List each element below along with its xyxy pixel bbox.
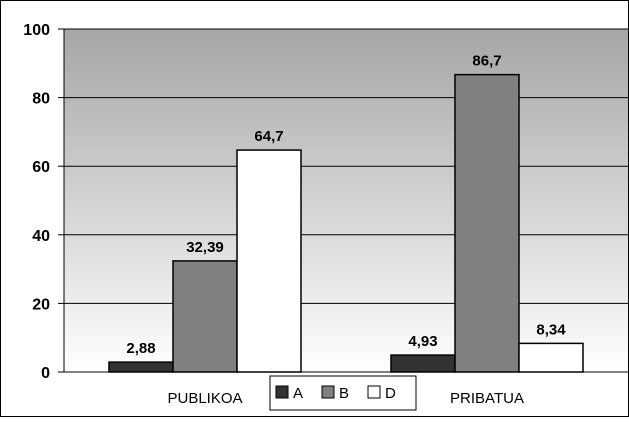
- legend-label-d: D: [385, 385, 396, 402]
- data-label: 2,88: [126, 340, 155, 357]
- legend-swatch-b: [321, 385, 335, 399]
- legend: A B D: [269, 375, 417, 411]
- y-tick-label: 100: [23, 22, 50, 39]
- bar-b-publikoa: [172, 260, 238, 373]
- legend-swatch-a: [275, 385, 289, 399]
- bar-d-publikoa: [236, 149, 302, 373]
- gridlines: [64, 28, 628, 304]
- y-tick-label: 0: [41, 365, 50, 382]
- data-label: 8,34: [536, 321, 566, 338]
- y-tick-label: 40: [32, 228, 50, 245]
- data-label: 32,39: [186, 239, 224, 256]
- bars: [108, 73, 584, 373]
- data-labels: 2,88 32,39 64,7 4,93 86,7 8,34: [126, 53, 566, 358]
- category-label: PRIBATUA: [450, 390, 524, 407]
- data-label: 86,7: [472, 53, 501, 70]
- y-tick-label: 60: [32, 159, 50, 176]
- legend-box: [269, 375, 417, 411]
- bar-a-pribatua: [390, 354, 456, 373]
- legend-label-a: A: [293, 385, 303, 402]
- y-tick-label: 20: [32, 296, 50, 313]
- bar-a-publikoa: [108, 361, 174, 373]
- category-labels: PUBLIKOA PRIBATUA: [167, 390, 523, 407]
- data-label: 64,7: [254, 128, 283, 145]
- bar-d-pribatua: [518, 342, 584, 373]
- bar-b-pribatua: [454, 73, 520, 373]
- y-tick-label: 80: [32, 91, 50, 108]
- legend-label-b: B: [339, 385, 349, 402]
- category-label: PUBLIKOA: [167, 390, 242, 407]
- plot-area: [64, 29, 628, 372]
- y-axis-ticks: 0 20 40 60 80 100: [23, 22, 64, 382]
- legend-swatch-d: [367, 385, 381, 399]
- data-label: 4,93: [408, 333, 437, 350]
